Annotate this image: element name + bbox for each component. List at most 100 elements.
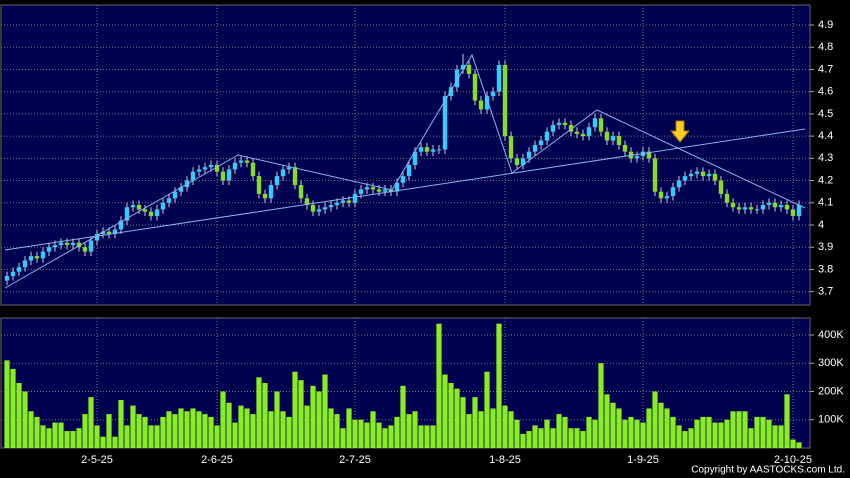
volume-bar [430,425,436,448]
candle-body [64,242,70,245]
volume-bar [28,411,34,448]
candle-body [694,171,700,174]
volume-bar [190,408,196,448]
volume-bar [478,411,484,448]
volume-bar [730,411,736,448]
volume-bar [592,419,598,448]
copyright: Copyright by AASTOCKS.com Ltd. [691,465,845,476]
volume-bar [352,419,358,448]
volume-bar [778,425,784,448]
candle-body [34,256,40,259]
candle-body [388,189,394,192]
volume-bar [370,411,376,448]
candle-body [574,131,580,134]
volume-bar [490,408,496,448]
arrow [669,120,691,143]
candle-body [250,162,256,177]
volume-bar [202,414,208,448]
candle-body [790,209,796,217]
x-tick-label: 1-9-25 [627,454,659,466]
volume-bar [136,414,142,448]
candle-body [298,185,304,199]
candle-body [178,187,184,192]
candle-body [328,205,334,208]
candle-body [358,189,364,194]
candle-body [172,191,178,199]
volume-bar [178,408,184,448]
candle-body [376,189,382,192]
candle-body [112,229,118,234]
volume-bar [388,425,394,448]
volume-bar [472,397,478,448]
volume-bar [58,422,64,448]
volume-bar [484,371,490,448]
candle-body [154,209,160,217]
volume-bar [628,416,634,448]
volume-bar [172,414,178,448]
volume-bar [256,377,262,448]
candle-body [364,187,370,190]
candle-body [70,242,76,245]
volume-bar [124,425,130,448]
candle-body [16,267,22,272]
candle-body [760,205,766,210]
volume-bar [208,416,214,448]
candle-body [334,202,340,205]
candle-body [676,180,682,188]
candle-body [310,205,316,212]
candle-body [412,151,418,165]
volume-bar [94,425,100,448]
candle-body [244,160,250,163]
volume-bar [64,431,70,448]
volume-bar [76,428,82,448]
volume-bar [394,416,400,448]
volume-bar [40,425,46,448]
candle-body [634,156,640,159]
volume-bar [232,422,238,448]
volume-bar [652,391,658,448]
candle-body [394,182,400,192]
candle-body [730,202,736,208]
y-tick-label: 300K [818,357,844,369]
candle-body [106,231,112,234]
candle-body [568,125,574,132]
y-tick-label: 200K [818,385,844,397]
candle-body [784,205,790,210]
volume-bar [604,394,610,448]
volume-bar [46,428,52,448]
volume-bar [400,385,406,448]
candle-body [418,147,424,152]
candle-body [538,140,544,145]
candle-body [52,245,58,248]
candle-body [40,251,46,259]
candle-body [460,65,466,70]
candle-body [718,180,724,194]
candle-body [472,73,478,101]
candle-body [424,147,430,152]
volume-bar [4,360,10,448]
volume-bar [718,422,724,448]
volume-bar [634,419,640,448]
trend-line [4,128,806,251]
volume-bar [562,416,568,448]
volume-bar [760,416,766,448]
x-tick-label: 2-6-25 [201,454,233,466]
volume-bar [514,419,520,448]
y-tick-label: 3.8 [818,263,833,275]
y-tick-label: 3.7 [818,286,833,298]
candle-body [772,202,778,208]
candle-body [202,167,208,170]
candle-body [490,91,496,97]
volume-bar [226,402,232,448]
candle-body [220,171,226,181]
volume-bar [166,411,172,448]
volume-bar [436,323,442,448]
x-tick-label: 2-5-25 [81,454,113,466]
candle-body [196,169,202,172]
y-tick-label: 4.7 [818,63,833,75]
volume-bar [286,416,292,448]
volume-bar [748,428,754,448]
volume-bar [796,442,802,448]
volume-bar [724,419,730,448]
candle-body [28,256,34,261]
